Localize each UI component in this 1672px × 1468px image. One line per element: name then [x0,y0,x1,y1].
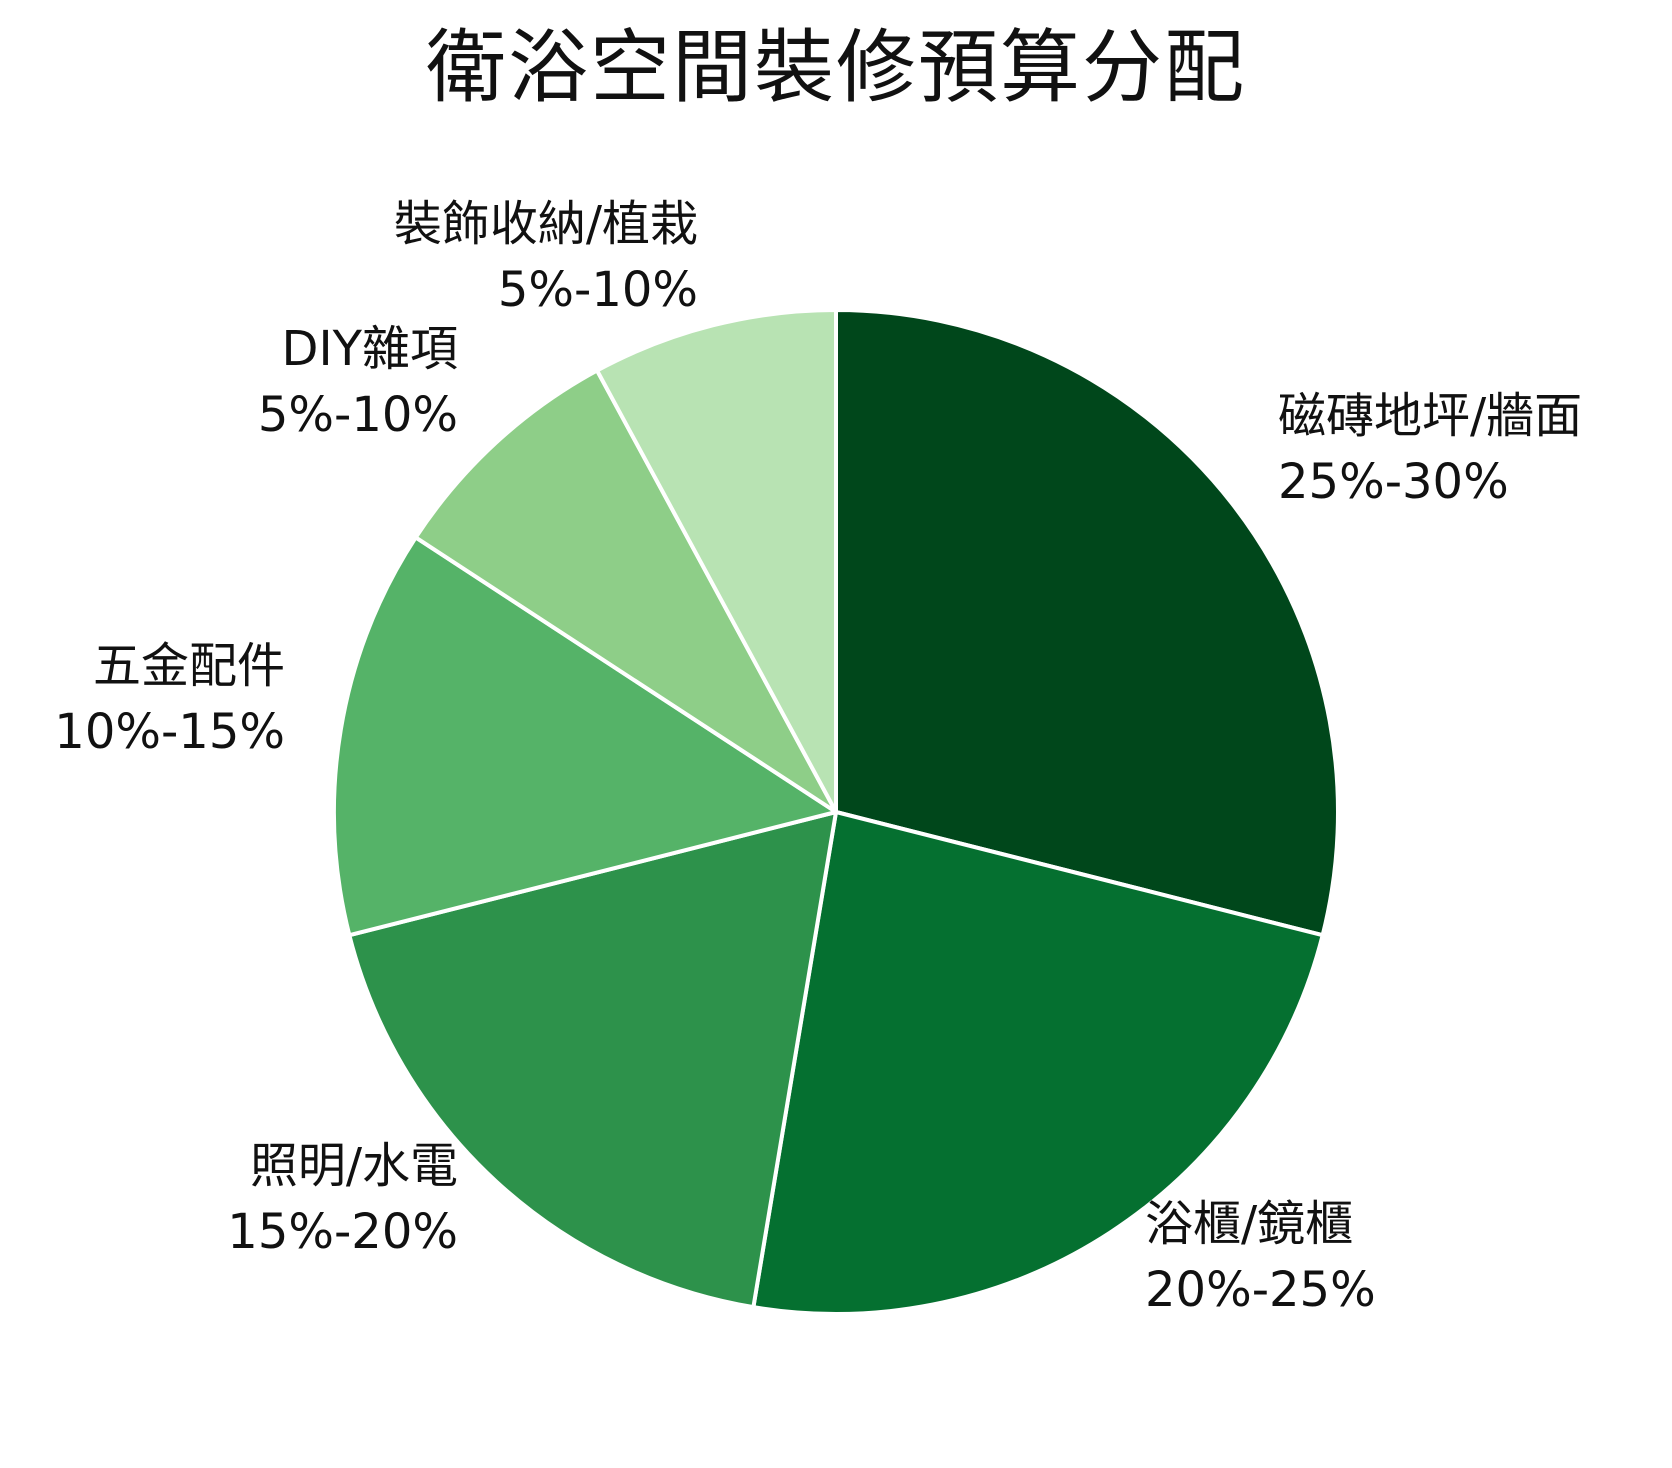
pie-slice-4 [332,535,838,938]
slice-label-4: 五金配件 [93,638,285,694]
pie-labels: 磁磚地坪/牆面 25%-30% 浴櫃/鏡櫃 20%-25% 照明/水電 15%-20% 五金… [54,196,1582,1318]
pie-slice-5 [413,368,838,814]
pie-slice-1 [834,308,1340,938]
slice-label-1: 磁磚地坪/牆面 [1278,388,1582,444]
slice-range-5: 5%-10% [258,387,458,443]
slice-range-6: 5%-10% [498,262,698,318]
pie-slices [332,308,1340,1316]
pie-slice-6 [595,308,838,814]
slice-label-3: 照明/水電 [250,1138,458,1194]
slice-range-3: 15%-20% [227,1204,458,1260]
slice-label-6: 裝飾收納/植栽 [394,196,698,252]
pie-slice-2 [751,810,1325,1316]
slice-range-2: 20%-25% [1145,1262,1376,1318]
chart-title: 衛浴空間裝修預算分配 [426,21,1246,114]
slice-range-1: 25%-30% [1278,454,1509,510]
slice-label-5: DIY雜項 [282,321,458,377]
slice-label-2: 浴櫃/鏡櫃 [1145,1196,1353,1252]
pie-slice-3 [347,810,838,1310]
slice-range-4: 10%-15% [54,704,285,760]
